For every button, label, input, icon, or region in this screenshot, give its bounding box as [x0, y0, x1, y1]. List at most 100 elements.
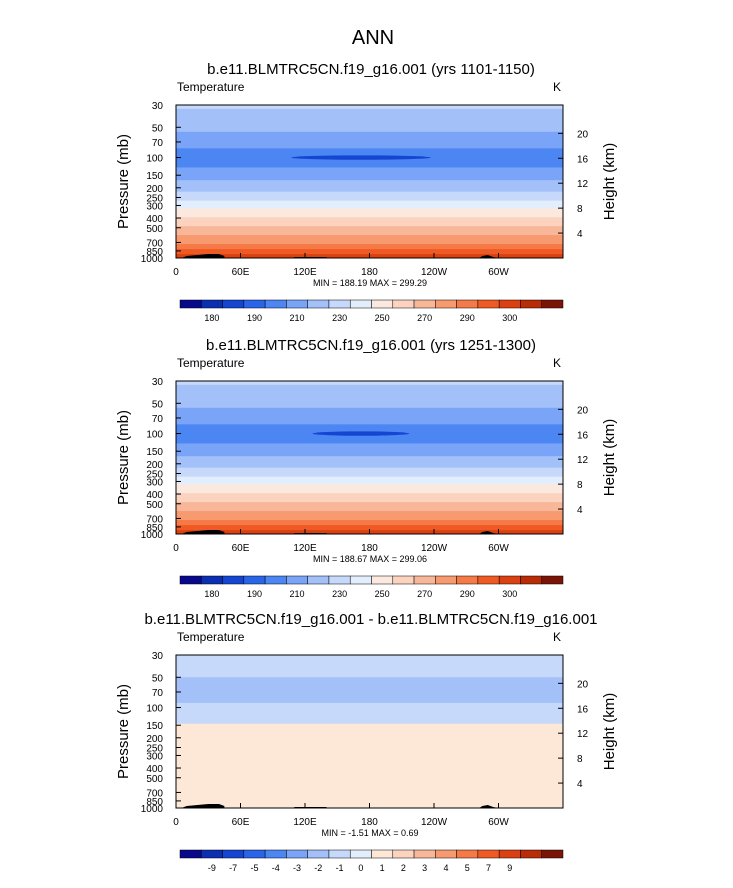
contour-band: [176, 421, 563, 424]
colorbar-swatch: [435, 575, 457, 585]
terrain-asia: [181, 804, 225, 808]
km-tick-label: 8: [577, 204, 583, 215]
colorbar-label: 210: [290, 589, 305, 599]
colorbar-label: 180: [204, 313, 219, 323]
panel-3: b.e11.BLMTRC5CN.f19_g16.001 - b.e11.BLMT…: [115, 611, 618, 873]
contour-band: [176, 115, 563, 118]
contour-band: [176, 150, 563, 153]
contour-band: [176, 392, 563, 395]
contour-band: [176, 249, 563, 251]
contour-band: [176, 105, 563, 107]
contour-band: [176, 122, 563, 125]
km-tick-label: 12: [577, 729, 589, 740]
contour-band: [176, 514, 563, 517]
colorbar-swatch: [392, 575, 415, 585]
colorbar-swatch: [498, 849, 521, 859]
contour-band: [176, 162, 563, 165]
x-tick-label: 60W: [488, 543, 509, 554]
contour-band: [176, 232, 563, 235]
contour-band: [176, 200, 563, 203]
colorbar-label: 230: [332, 589, 347, 599]
colorbar-label: -2: [314, 863, 322, 873]
contour-band: [176, 153, 563, 156]
km-tick-label: 8: [577, 480, 583, 491]
contour-band: [176, 213, 563, 216]
y-tick-label: 850: [146, 797, 163, 808]
contour-band: [176, 195, 563, 198]
contour-band: [176, 451, 563, 453]
contour-band: [176, 201, 563, 204]
contour-band: [176, 245, 563, 248]
contour-band: [176, 203, 563, 206]
colorbar-swatch: [264, 575, 287, 585]
colorbar-swatch: [456, 299, 479, 309]
contour-band: [176, 425, 563, 428]
colorbar-label: 2: [401, 863, 406, 873]
contour-band: [176, 189, 563, 192]
contour-band: [176, 159, 563, 162]
contour-band: [176, 149, 563, 152]
x-tick-label: 120E: [293, 543, 317, 554]
cold-anomaly: [291, 155, 431, 160]
colorbar-swatch: [520, 575, 542, 585]
colorbar-label: 290: [460, 589, 475, 599]
colorbar-swatch: [520, 849, 542, 859]
contour-band: [176, 222, 563, 225]
contour-fill: [176, 655, 563, 808]
contour-band: [176, 219, 563, 222]
contour-band: [176, 246, 563, 249]
y-tick-label: 150: [146, 721, 163, 732]
contour-band: [176, 477, 563, 480]
colorbar-swatch: [456, 849, 479, 859]
contour-band: [176, 472, 563, 475]
contour-band: [176, 437, 563, 439]
contour-band: [176, 512, 563, 515]
colorbar-swatch: [222, 575, 245, 585]
contour-band: [176, 428, 563, 431]
contour-band: [176, 144, 563, 147]
x-tick-label: 0: [173, 267, 179, 278]
x-tick-label: 180: [361, 543, 378, 554]
contour-band: [176, 177, 563, 180]
field-label: Temperature: [177, 356, 245, 370]
contour-band: [176, 119, 563, 121]
colorbar-swatch: [286, 575, 308, 585]
contour-band: [176, 489, 563, 492]
y-tick-label: 250: [146, 744, 163, 755]
contour-band: [176, 497, 563, 499]
panel-title: b.e11.BLMTRC5CN.f19_g16.001 - b.e11.BLMT…: [144, 611, 597, 628]
colorbar-swatch: [201, 575, 223, 585]
colorbar-label: 300: [502, 313, 517, 323]
y-tick-label: 50: [152, 673, 164, 684]
x-tick-label: 120E: [293, 267, 317, 278]
contour-band: [176, 475, 563, 478]
contour-band: [176, 494, 563, 497]
contour-band: [176, 446, 563, 448]
contour-band: [176, 461, 563, 464]
contour-band: [176, 210, 563, 213]
contour-band: [176, 410, 563, 413]
contour-band: [176, 405, 563, 408]
colorbar-swatch: [328, 849, 351, 859]
contour-band: [176, 223, 563, 226]
y-tick-label: 50: [152, 123, 164, 134]
km-tick-label: 12: [577, 455, 589, 466]
y-tick-label: 250: [146, 470, 163, 481]
y-tick-label: 70: [152, 138, 164, 149]
km-tick-label: 16: [577, 430, 589, 441]
contour-band: [176, 505, 563, 508]
contour-band: [176, 483, 563, 485]
contour-band: [176, 243, 563, 246]
y-tick-label: 700: [146, 514, 163, 525]
contour-band: [176, 134, 563, 137]
contour-band: [176, 521, 563, 524]
contour-band: [176, 173, 563, 176]
colorbar-swatch: [371, 849, 394, 859]
contour-band: [176, 383, 563, 386]
contour-band: [176, 117, 563, 120]
contour-band: [176, 175, 563, 177]
contour-band: [176, 396, 563, 399]
colorbar-label: 250: [375, 313, 390, 323]
y-tick-label: 30: [152, 377, 164, 388]
x-tick-label: 60E: [232, 543, 250, 554]
